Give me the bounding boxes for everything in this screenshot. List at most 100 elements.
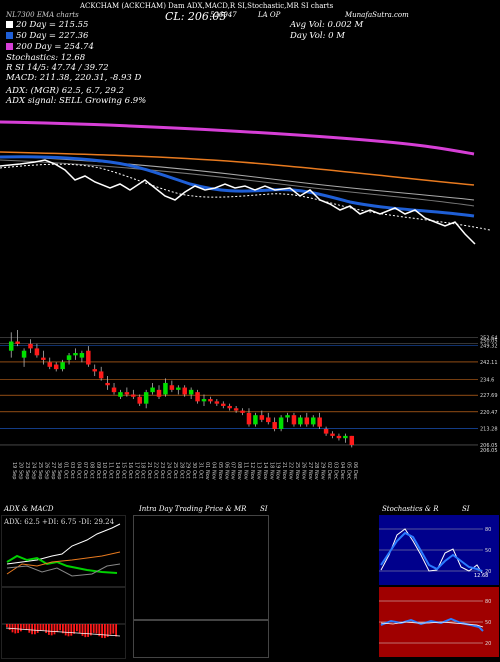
candle-body [253,415,258,425]
candle-body [86,350,91,365]
date-tick-label: 20 Sep [18,462,24,479]
ma50-swatch-icon [6,32,13,39]
rsi-panel: 80 50 20 [379,587,499,657]
adx-readout: ADX: 62.5 +DI: 6.75 -DI: 29.24 [4,518,115,526]
price-tick-label: 206.05 [480,448,498,454]
macd-bar [104,624,106,639]
macd-bar [22,624,25,629]
candle-body [323,428,329,434]
candle-body [111,387,117,393]
price-tick-label: 252.64 [480,336,498,342]
price-tick-label: 220.47 [480,410,498,416]
candle-body [336,435,342,439]
candle-body [131,394,136,397]
candle-body [330,433,335,436]
candle-body [246,412,252,425]
macd-bar [106,624,109,637]
candle-body [79,353,85,358]
macd-line [5,627,121,637]
macd-bar [87,624,89,637]
candle-body [188,389,194,395]
macd-bar [6,624,8,627]
date-tick-label: 06 Dec [352,462,358,480]
intraday-mrsi-panel [133,620,269,658]
macd-bar [92,624,95,633]
macd-bar [109,624,112,635]
stoch-last-value: 12.68 [474,573,488,579]
candle-body [343,435,348,439]
date-tick-label: 04 Dec [339,462,345,480]
stochastics-lines: 80 50 20 12.68 [379,527,491,579]
date-tick-label: 02 Dec [326,462,332,480]
stoch-tick-80: 80 [485,527,491,533]
candle-body [208,399,213,402]
date-tick-label: 17 Oct [133,462,139,479]
candle-body [317,417,322,427]
date-tick-label: 03 Oct [69,462,75,479]
intraday-price-panel [133,515,269,620]
candle-body [150,387,155,393]
date-axis: 19 Sep 20 Sep 23 Sep 24 Sep 25 Sep 26 Sep 27 S… [11,462,358,480]
candle-body [105,382,110,386]
macd-bar [81,624,84,636]
date-tick-label: 01 Nov [204,462,210,480]
candle-body [124,392,130,395]
date-tick-label: 18 Nov [268,462,274,480]
macd-bar [39,624,42,631]
stoch-panel-title-right: SI [462,505,470,513]
date-tick-label: 30 Oct [191,462,197,479]
price-tick-label: 242.11 [480,360,498,366]
date-tick-label: 08 Oct [88,462,94,479]
macd-bar [78,624,81,634]
candle-body [304,417,310,425]
candle-body [240,410,245,413]
date-tick-label: 21 Oct [146,462,152,479]
date-tick-label: 07 Nov [230,462,236,480]
date-tick-label: 26 Sep [43,462,49,479]
candle-body [47,362,53,367]
date-tick-label: 25 Sep [37,462,43,479]
macd-bar [20,624,22,632]
date-tick-label: 04 Nov [210,462,216,480]
candle-body [98,371,104,379]
adx-value: ADX: (MGR) 62.5, 6.7, 29.2 [6,86,124,96]
legend-ma50: 50 Day = 227.36 [6,31,88,41]
macd-bar [34,624,36,635]
macd-bar [67,624,70,637]
candle-body [60,362,65,370]
candle-body [259,415,265,420]
candle-body [28,343,33,349]
macd-bar [56,624,59,633]
legend-ma20: 20 Day = 215.55 [6,20,88,30]
adx-panel: ADX: 62.5 +DI: 6.75 -DI: 29.24 [1,515,126,587]
macd-bar [42,624,45,631]
macd-bar [115,624,117,637]
candle-body [118,392,123,397]
candle-body [169,385,175,390]
date-tick-label: 12 Nov [249,462,255,480]
legend-ma200: 200 Day = 254.74 [6,42,94,52]
candle-body [266,417,271,423]
macd-histogram [2,623,125,639]
date-tick-label: 25 Nov [294,462,300,480]
candle-body [176,387,181,390]
macd-bar [64,624,67,636]
exchange-label: LA OP [258,11,281,19]
macd-bar [50,624,53,636]
intraday-panel-title-right: SI [260,505,268,513]
rsi-lines: 80 50 20 [379,599,491,647]
macd-bar [59,624,61,631]
candle-body [73,353,78,356]
adx-lines [6,523,121,577]
macd-bar [70,624,73,636]
page-subtitle: ACKCHAM (ACKCHAM) Dam ADX,MACD,R SI,Stoc… [80,2,334,10]
date-tick-label: 11 Nov [243,462,249,480]
candle-body [233,408,239,411]
candle-body [272,422,277,429]
macd-bar [90,624,92,636]
date-tick-label: 22 Oct [153,462,159,479]
macd-bar [31,624,33,635]
price-tick-label: 213.28 [480,426,498,432]
site-label[interactable]: MunafaSutra.com [345,11,409,19]
